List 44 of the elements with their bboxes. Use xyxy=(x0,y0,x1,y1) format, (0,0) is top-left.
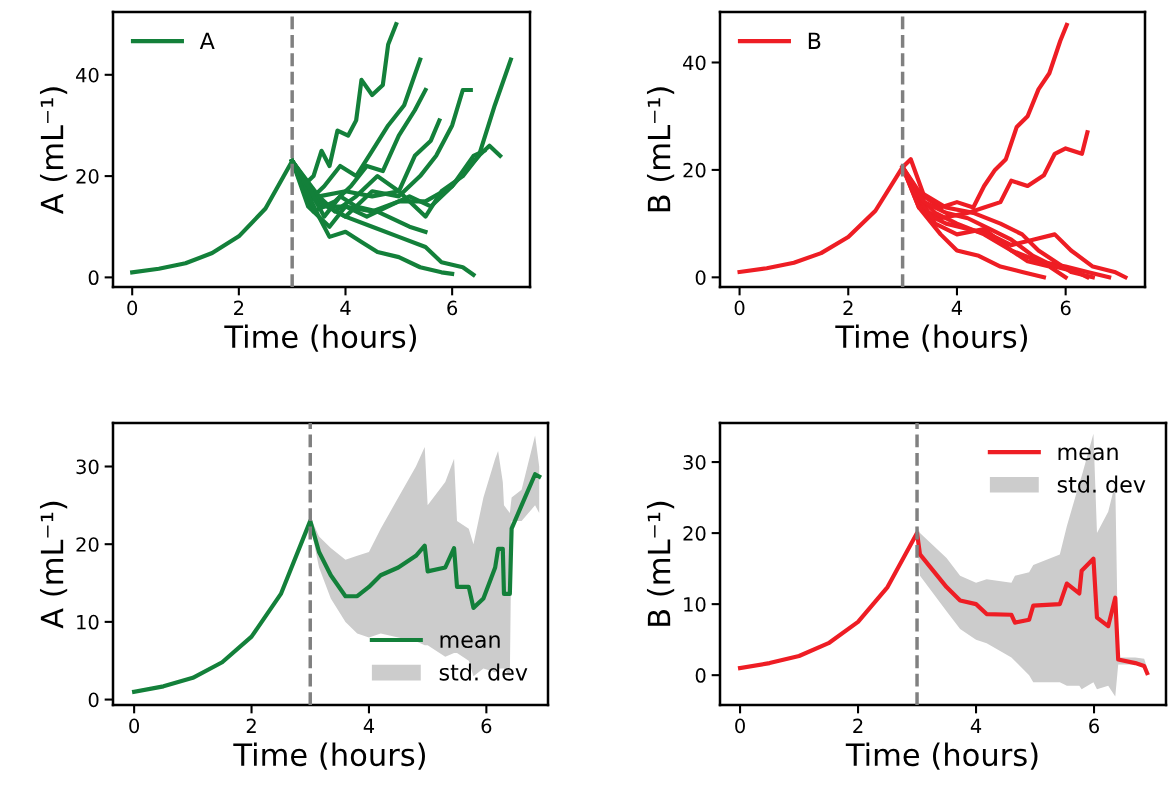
x-tick-label: 0 xyxy=(735,718,745,734)
y-tick-label: 20 xyxy=(76,169,99,184)
y-tick-label: 0 xyxy=(88,270,99,286)
y-axis-title: B (mL⁻¹) xyxy=(646,87,675,212)
x-tick-label: 6 xyxy=(1060,300,1071,316)
x-tick-label: 0 xyxy=(129,718,140,734)
y-tick-label: 10 xyxy=(77,614,99,630)
x-axis-title: Time (hours) xyxy=(835,324,1027,352)
y-tick-label: 30 xyxy=(683,455,706,470)
legend-label: mean xyxy=(1058,447,1118,461)
y-tick-label: 20 xyxy=(76,537,99,552)
y-axis-title: A (mL⁻¹) xyxy=(39,501,68,629)
x-tick-label: 2 xyxy=(843,300,853,315)
x-tick-label: 4 xyxy=(340,300,351,315)
y-tick-label: 10 xyxy=(684,597,706,612)
x-axis-title: Time (hours) xyxy=(233,742,425,770)
x-tick-label: 2 xyxy=(246,718,256,733)
x-tick-label: 4 xyxy=(951,300,963,315)
y-axis-title: A (mL⁻¹) xyxy=(39,87,68,215)
x-tick-label: 2 xyxy=(234,300,244,315)
y-tick-label: 30 xyxy=(76,459,99,475)
y-tick-label: 20 xyxy=(683,526,706,541)
y-axis-title: B (mL⁻¹) xyxy=(646,501,675,626)
legend-label: mean xyxy=(440,635,500,649)
x-tick-label: 4 xyxy=(970,718,982,733)
x-tick-label: 0 xyxy=(127,300,138,316)
x-tick-label: 6 xyxy=(1089,718,1099,734)
y-tick-label: 0 xyxy=(88,692,99,708)
x-axis-title: Time (hours) xyxy=(845,742,1038,770)
y-tick-label: 0 xyxy=(695,668,706,683)
y-tick-label: 40 xyxy=(683,55,706,71)
x-tick-label: 2 xyxy=(853,718,863,733)
legend-label: std. dev xyxy=(439,663,528,681)
y-tick-label: 40 xyxy=(76,67,99,83)
y-tick-label: 20 xyxy=(683,162,706,178)
legend-label: B xyxy=(808,32,821,49)
x-tick-label: 6 xyxy=(481,718,492,734)
legend-label: A xyxy=(199,32,215,49)
x-tick-label: 6 xyxy=(447,300,458,316)
x-axis-title: Time (hours) xyxy=(224,324,416,352)
x-tick-label: 0 xyxy=(734,300,745,316)
x-tick-label: 4 xyxy=(363,718,375,733)
y-tick-label: 0 xyxy=(695,270,706,285)
legend-label: std. dev xyxy=(1057,475,1146,493)
